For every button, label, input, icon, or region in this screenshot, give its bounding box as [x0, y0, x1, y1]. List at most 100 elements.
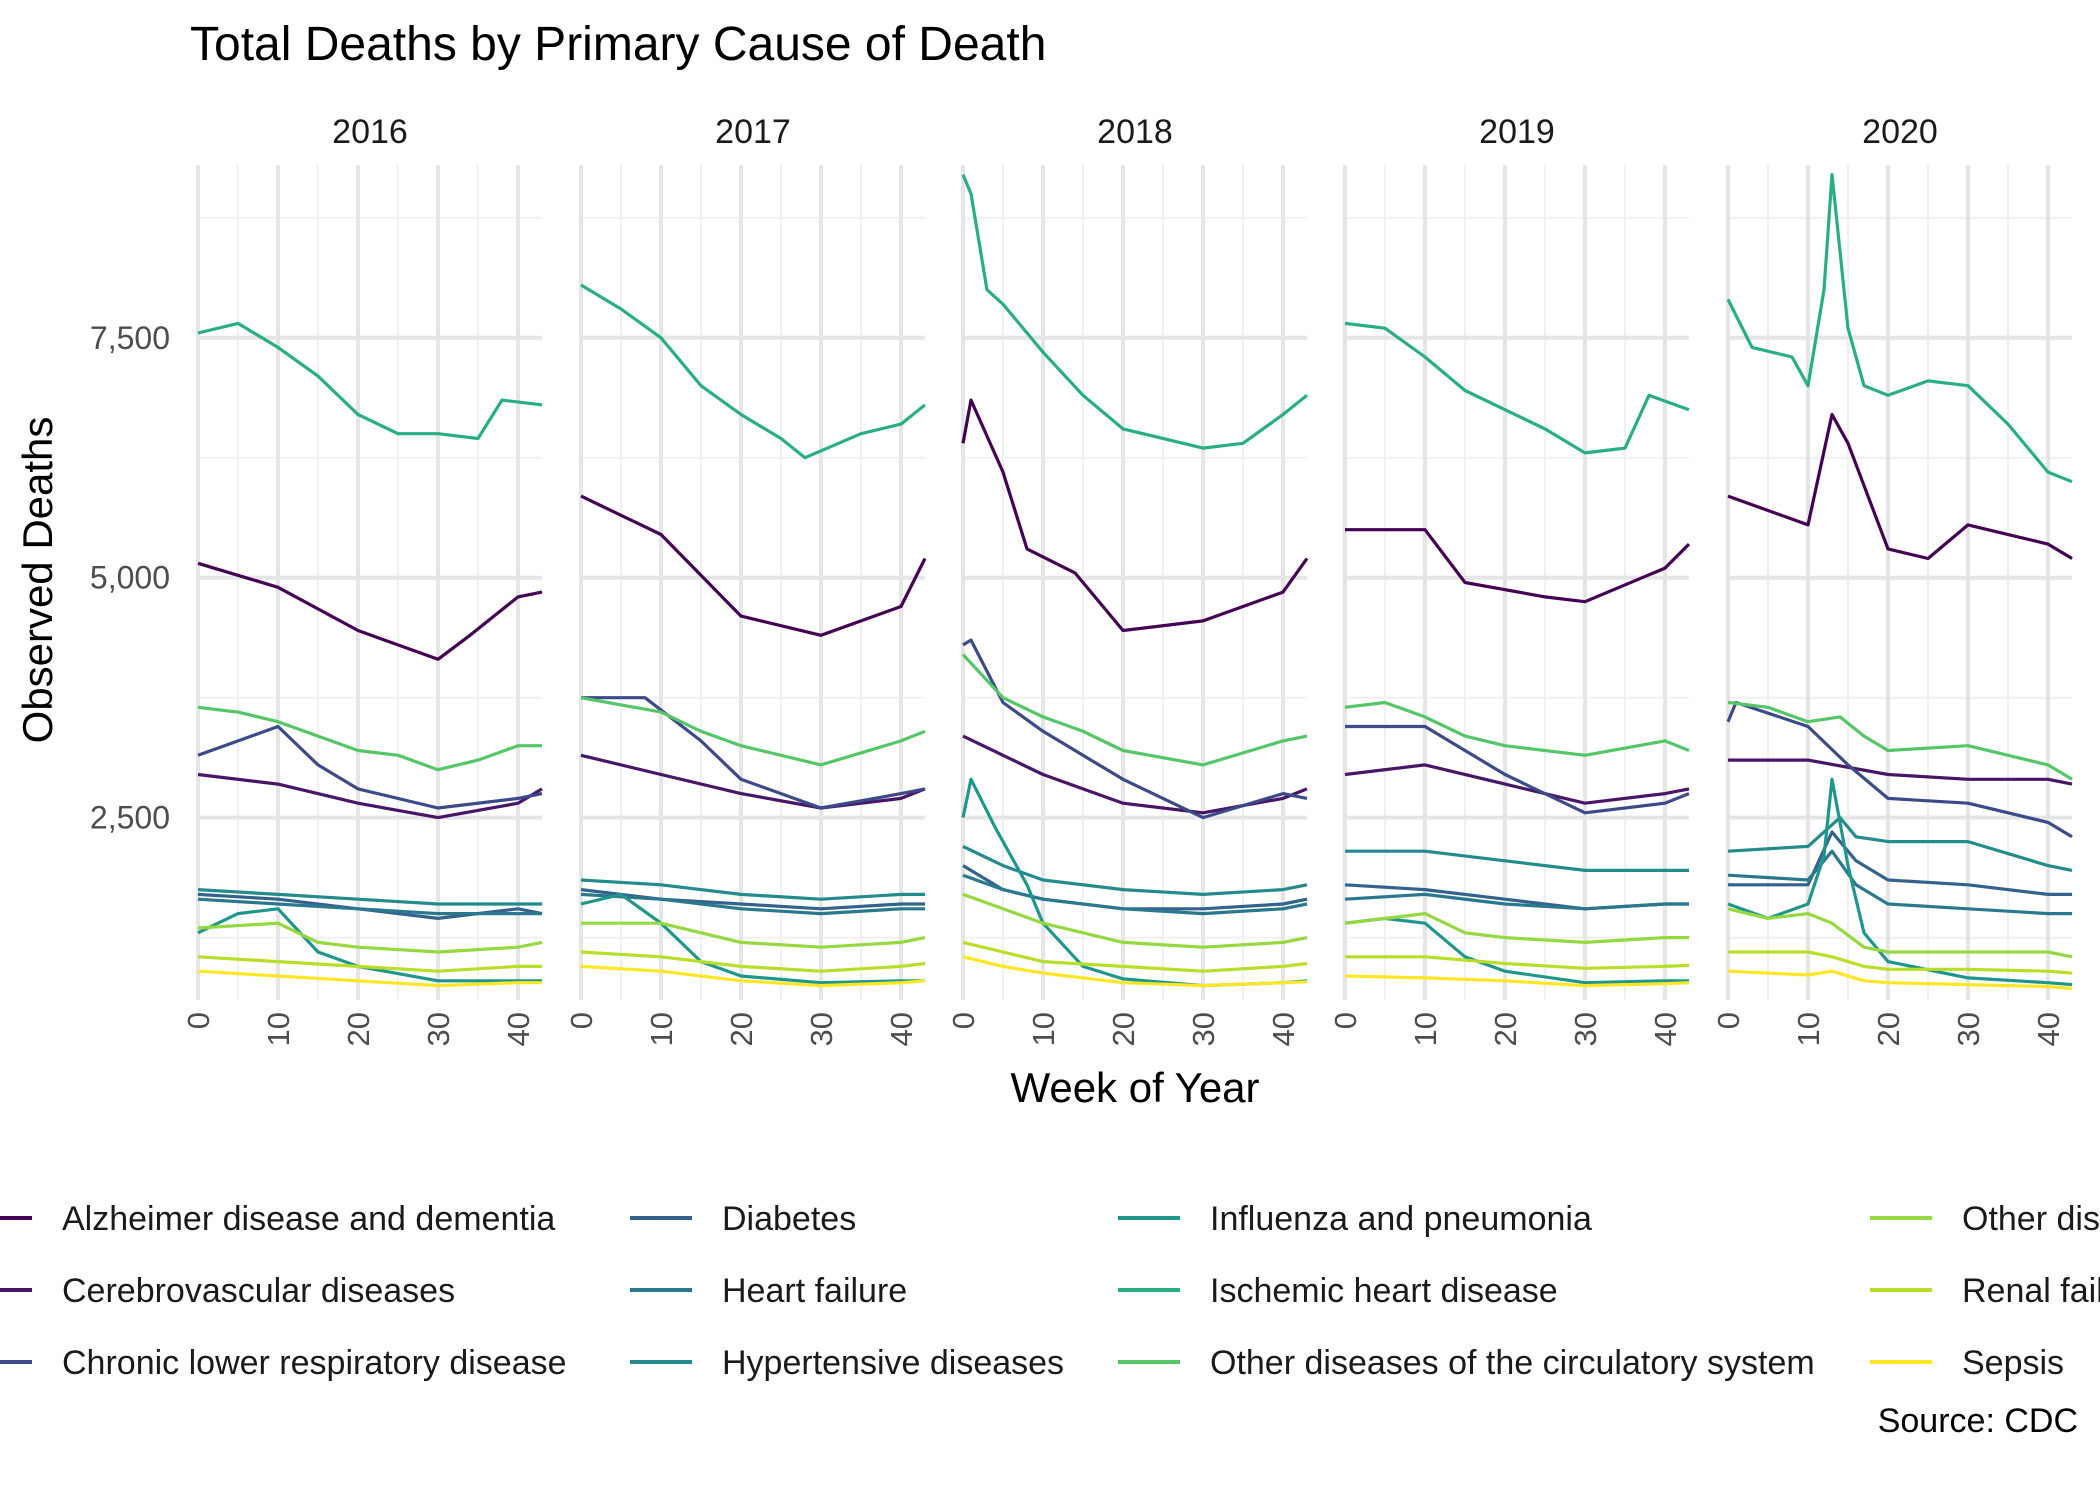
series-line — [197, 907, 542, 983]
legend-label: Heart failure — [722, 1272, 907, 1310]
series-line — [197, 892, 543, 920]
y-axis-title: Observed Deaths — [14, 417, 61, 744]
panel-2016: 2016 0 10 20 30 40 — [181, 113, 543, 1046]
series-line — [961, 398, 1309, 633]
series-line — [197, 955, 542, 973]
y-tick-label: 2,500 — [90, 800, 170, 836]
series-line — [962, 955, 1308, 988]
series-line — [1727, 907, 2073, 959]
series-line — [961, 173, 1308, 450]
legend-item: Diabetes — [630, 1200, 856, 1238]
series-line — [1344, 321, 1690, 455]
x-tick-label: 10 — [261, 1012, 296, 1046]
legend-item: Cerebrovascular diseases — [0, 1272, 455, 1310]
y-tick-label: 7,500 — [90, 320, 170, 356]
series-line — [1344, 916, 1689, 985]
panel-2017: 2017 0 10 20 30 40 — [564, 113, 927, 1046]
series-line — [1344, 974, 1690, 988]
series-line — [580, 283, 926, 460]
series-line — [1726, 173, 2073, 484]
series-line — [962, 940, 1308, 973]
legend-label: Chronic lower respiratory disease — [62, 1344, 567, 1382]
series-line — [1345, 955, 1690, 970]
series-line — [580, 696, 926, 767]
series-line — [197, 897, 542, 916]
facet-label: 2016 — [332, 113, 408, 151]
x-tick-label: 20 — [341, 1012, 376, 1046]
legend-item: Alzheimer disease and dementia — [0, 1200, 555, 1238]
x-tick-label: 10 — [1791, 1012, 1826, 1046]
legend-item: Renal failure — [1870, 1272, 2100, 1310]
x-tick-label: 30 — [804, 1012, 839, 1046]
panel-2019: 2019 0 10 20 30 40 — [1328, 113, 1691, 1046]
series-line — [962, 864, 1308, 911]
series-line — [197, 888, 542, 906]
legend-label: Diabetes — [722, 1200, 856, 1238]
series-line — [580, 888, 925, 911]
legend-label: Alzheimer disease and dementia — [62, 1200, 555, 1238]
x-tick-label: 30 — [421, 1012, 456, 1046]
y-axis: 2,500 5,000 7,500 — [90, 320, 170, 836]
series-line — [962, 892, 1308, 949]
legend-item: Hypertensive diseases — [630, 1344, 1064, 1382]
legend-item: Ischemic heart disease — [1118, 1272, 1558, 1310]
series-line — [197, 705, 542, 772]
x-tick-label: 20 — [1488, 1012, 1523, 1046]
legend: Alzheimer disease and dementia Cerebrovas… — [0, 1200, 2100, 1382]
x-tick-label: 30 — [1186, 1012, 1221, 1046]
x-tick-label: 0 — [1711, 1012, 1746, 1029]
x-tick-label: 40 — [1266, 1012, 1301, 1046]
facet-label: 2018 — [1097, 113, 1173, 151]
series-line — [580, 950, 926, 973]
series-line — [1344, 763, 1690, 805]
series-line — [580, 892, 925, 916]
facet-label: 2019 — [1479, 113, 1555, 151]
legend-item: Sepsis — [1870, 1344, 2064, 1382]
series-line — [1344, 892, 1689, 911]
x-tick-label: 20 — [1871, 1012, 1906, 1046]
series-line — [197, 772, 543, 820]
facet-label: 2020 — [1862, 113, 1938, 151]
series-line — [1345, 528, 1691, 604]
x-axis-title: Week of Year — [1010, 1064, 1259, 1111]
series-line — [1727, 969, 2073, 991]
series-line — [961, 653, 1308, 767]
series-line — [1345, 849, 1689, 872]
series-line — [1728, 758, 2073, 786]
legend-label: Ischemic heart disease — [1210, 1272, 1558, 1310]
series-line — [1344, 912, 1689, 944]
series-line — [1728, 950, 2073, 975]
series-line — [580, 964, 926, 988]
series-line — [197, 969, 542, 988]
x-tick-label: 10 — [644, 1012, 679, 1046]
x-tick-label: 0 — [564, 1012, 599, 1029]
series-line — [1344, 700, 1690, 757]
x-tick-label: 30 — [1568, 1012, 1603, 1046]
series-line — [197, 724, 543, 810]
series-line — [1727, 849, 2072, 916]
x-tick-label: 0 — [181, 1012, 216, 1029]
series-line — [580, 892, 925, 985]
facet-label: 2017 — [715, 113, 791, 151]
series-line — [962, 873, 1308, 916]
legend-item: Heart failure — [630, 1272, 907, 1310]
caption: Source: CDC — [1878, 1402, 2078, 1440]
series-line — [197, 561, 543, 661]
legend-label: Sepsis — [1962, 1344, 2064, 1382]
series-line — [197, 321, 543, 441]
series-line — [1345, 724, 1690, 815]
series-line — [581, 696, 926, 810]
legend-label: Other diseases of the circulatory system — [1210, 1344, 1815, 1382]
panel-2020: 2020 0 10 20 30 40 — [1711, 113, 2073, 1046]
series-line — [1727, 777, 2073, 987]
legend-item: Chronic lower respiratory disease — [0, 1344, 567, 1382]
series-line — [580, 878, 925, 901]
x-tick-label: 40 — [2031, 1012, 2066, 1046]
series-line — [197, 921, 543, 954]
legend-label: Hypertensive diseases — [722, 1344, 1064, 1382]
series-line — [1727, 700, 2073, 781]
legend-label: Influenza and pneumonia — [1210, 1200, 1592, 1238]
panel-2018: 2018 0 10 20 30 40 — [946, 113, 1309, 1046]
x-tick-label: 20 — [724, 1012, 759, 1046]
